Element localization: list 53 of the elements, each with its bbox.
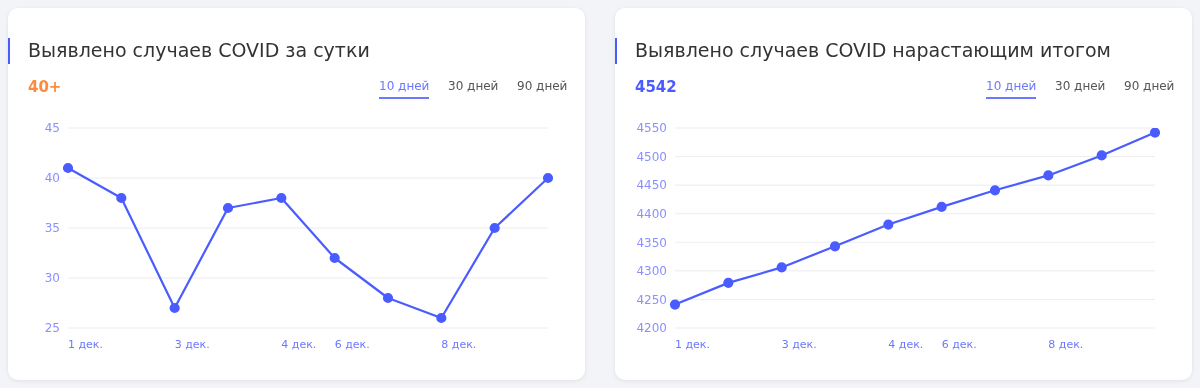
y-tick-label: 4500 <box>636 149 667 164</box>
y-tick-label: 4200 <box>636 321 667 336</box>
x-tick-label: 3 дек. <box>781 338 817 351</box>
point <box>542 172 554 184</box>
y-tick-label: 4250 <box>636 292 667 307</box>
x-tick-label: 6 дек. <box>941 338 977 351</box>
x-tick-label: 4 дек. <box>888 338 924 351</box>
point <box>169 302 180 314</box>
text: 4542 <box>635 78 677 96</box>
point <box>382 292 394 304</box>
point <box>436 312 447 324</box>
point <box>776 262 787 273</box>
y-tick-label: 4400 <box>636 206 667 221</box>
point <box>276 192 287 204</box>
y-tick-label: 25 <box>44 321 60 336</box>
text: 30 дней <box>448 79 499 95</box>
chart-title: Выявлено случаев COVID нарастающим итогом <box>635 39 1111 61</box>
x-tick-label: 8 дек. <box>1048 338 1084 351</box>
y-tick-label: 45 <box>44 121 60 136</box>
text: 40+ <box>28 78 62 96</box>
point <box>829 241 841 252</box>
x-tick-label: 1 дек. <box>68 338 104 351</box>
y-tick-label: 30 <box>44 271 60 286</box>
point <box>989 185 1001 196</box>
x-tick-label: 3 дек. <box>174 338 210 351</box>
y-tick-label: 4300 <box>636 264 667 279</box>
chart-title: Выявлено случаев COVID за сутки <box>28 39 370 61</box>
point <box>936 201 947 212</box>
point <box>329 252 340 264</box>
text: 90 дней <box>517 79 568 95</box>
y-tick-label: 40 <box>44 171 60 186</box>
point <box>62 162 74 174</box>
point <box>883 219 894 230</box>
point <box>1149 128 1161 138</box>
x-tick-label: 8 дек. <box>441 338 477 351</box>
x-tick-label: 6 дек. <box>334 338 370 351</box>
point <box>222 202 234 214</box>
point <box>1043 170 1054 181</box>
y-tick-label: 35 <box>44 221 60 236</box>
text: 90 дней <box>1124 79 1175 95</box>
text: 10 дней <box>986 79 1037 99</box>
point <box>116 192 127 204</box>
point <box>723 277 734 288</box>
y-tick-label: 4550 <box>636 121 667 136</box>
y-tick-label: 4450 <box>636 178 667 193</box>
x-tick-label: 1 дек. <box>675 338 711 351</box>
point <box>1096 150 1107 161</box>
point <box>669 299 681 310</box>
y-tick-label: 4350 <box>636 235 667 250</box>
text: 10 дней <box>379 79 430 99</box>
text: 30 дней <box>1055 79 1106 95</box>
x-tick-label: 4 дек. <box>281 338 317 351</box>
point <box>489 222 500 234</box>
